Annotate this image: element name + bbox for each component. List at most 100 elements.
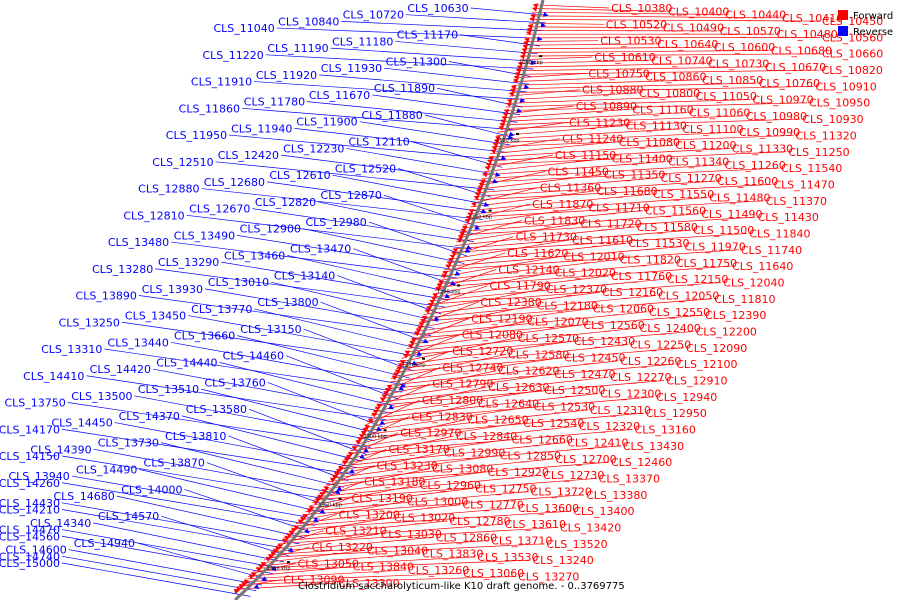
forward-gene-glyph xyxy=(402,353,409,359)
reverse-leader-line xyxy=(206,462,330,507)
forward-gene-glyph xyxy=(398,363,404,368)
forward-gene-label: CLS_10480 xyxy=(776,28,837,41)
forward-gene-glyph xyxy=(424,309,431,314)
forward-gene-label: CLS_12840 xyxy=(456,430,517,443)
reverse-gene-label: CLS_13890 xyxy=(76,290,137,303)
forward-gene-glyph xyxy=(464,218,471,224)
forward-gene-glyph xyxy=(381,394,388,399)
reverse-gene-label: CLS_13490 xyxy=(174,229,235,242)
forward-leader-line xyxy=(476,177,659,194)
forward-leader-line xyxy=(522,46,712,50)
kbp-tick-label: 1100 kbp xyxy=(496,138,520,144)
forward-gene-glyph xyxy=(432,293,438,298)
forward-gene-glyph xyxy=(519,54,526,60)
forward-gene-glyph xyxy=(438,280,444,286)
forward-leader-line xyxy=(517,63,707,68)
forward-gene-label: CLS_11100 xyxy=(682,123,743,136)
forward-gene-label: CLS_13160 xyxy=(635,423,696,436)
reverse-gene-label: CLS_11170 xyxy=(397,29,458,42)
forward-leader-line xyxy=(380,373,553,400)
forward-gene-label: CLS_12320 xyxy=(579,420,640,433)
reverse-gene-glyph xyxy=(481,208,487,214)
forward-gene-label: CLS_11430 xyxy=(758,211,819,224)
reverse-leader-line xyxy=(383,194,480,228)
kbp-ticks: 1050 kbp 1100 kbp 1150 kbp 1200 kbp 1250 kbp… xyxy=(267,55,543,572)
forward-gene-glyph xyxy=(418,322,425,327)
forward-gene-label: CLS_13420 xyxy=(560,521,621,534)
forward-leader-line xyxy=(314,478,597,501)
forward-leader-line xyxy=(433,272,553,295)
forward-gene-glyph xyxy=(300,516,306,522)
forward-gene-label: CLS_12570 xyxy=(518,332,579,345)
reverse-leader-line xyxy=(319,74,528,93)
forward-leader-line xyxy=(514,72,587,79)
reverse-leader-line xyxy=(160,442,344,488)
forward-leader-line xyxy=(420,298,713,322)
forward-leader-line xyxy=(237,579,282,588)
forward-gene-label: CLS_13210 xyxy=(325,525,386,538)
kbp-tick-label: 1400 kbp xyxy=(267,566,291,572)
forward-gene-label: CLS_13370 xyxy=(599,472,660,485)
forward-gene-label: CLS_12460 xyxy=(611,456,672,469)
forward-leader-line xyxy=(323,465,375,489)
forward-leader-line xyxy=(399,337,516,363)
forward-gene-label: CLS_10750 xyxy=(588,67,649,80)
forward-leader-line xyxy=(447,242,627,264)
reverse-gene-label: CLS_13460 xyxy=(224,249,285,262)
reverse-gene-label: CLS_10630 xyxy=(407,2,468,15)
forward-gene-glyph xyxy=(371,412,377,418)
forward-gene-glyph xyxy=(379,397,386,403)
forward-gene-label: CLS_11050 xyxy=(696,90,757,103)
forward-gene-label: CLS_11550 xyxy=(653,188,714,201)
forward-gene-label: CLS_11480 xyxy=(709,191,770,204)
forward-leader-line xyxy=(261,549,365,564)
forward-leader-line xyxy=(278,527,559,544)
reverse-leader-line xyxy=(116,495,305,539)
forward-gene-label: CLS_13170 xyxy=(389,443,450,456)
forward-gene-label: CLS_12730 xyxy=(543,469,604,482)
forward-leader-line xyxy=(473,184,772,201)
reverse-leader-line xyxy=(359,121,511,146)
forward-gene-glyph xyxy=(251,571,257,577)
forward-gene-label: CLS_13090 xyxy=(283,574,344,587)
reverse-gene-glyph xyxy=(261,576,267,582)
forward-leader-line xyxy=(286,517,393,536)
forward-leader-line xyxy=(511,82,757,90)
forward-gene-glyph xyxy=(367,418,374,424)
reverse-leader-line xyxy=(188,315,421,358)
forward-gene-label: CLS_11620 xyxy=(507,247,568,260)
forward-gene-label: CLS_12660 xyxy=(512,433,573,446)
forward-gene-label: CLS_10980 xyxy=(746,110,807,123)
forward-leader-line xyxy=(330,455,498,479)
reverse-gene-glyph xyxy=(336,486,343,492)
reverse-leader-line xyxy=(276,27,542,39)
forward-gene-label: CLS_10850 xyxy=(702,74,763,87)
forward-leader-line xyxy=(345,432,399,458)
forward-gene-glyph xyxy=(445,264,451,269)
reverse-gene-label: CLS_14460 xyxy=(223,350,284,363)
forward-gene-label: CLS_11870 xyxy=(532,198,593,211)
forward-gene-glyph xyxy=(396,366,403,371)
reverse-leader-line xyxy=(219,362,395,407)
forward-gene-glyph xyxy=(393,372,399,378)
forward-leader-line xyxy=(347,429,633,455)
forward-gene-label: CLS_11250 xyxy=(788,146,849,159)
forward-gene-label: CLS_12070 xyxy=(527,316,588,329)
forward-leader-line xyxy=(477,174,603,190)
reverse-leader-line xyxy=(61,455,335,501)
reverse-leader-line xyxy=(248,408,367,455)
reverse-gene-label: CLS_11920 xyxy=(256,69,317,82)
forward-leader-line xyxy=(396,344,628,370)
reverse-leader-line xyxy=(398,168,492,198)
legend-forward-label: Forward xyxy=(853,11,893,22)
forward-leader-line xyxy=(351,422,522,448)
forward-gene-glyph xyxy=(446,261,453,266)
forward-leader-line xyxy=(361,406,532,433)
forward-gene-glyph xyxy=(461,225,468,231)
forward-leader-line xyxy=(492,135,794,147)
forward-gene-label: CLS_12180 xyxy=(537,299,598,312)
forward-gene-label: CLS_11160 xyxy=(632,103,693,116)
reverse-leader-line xyxy=(395,41,538,55)
forward-leader-line xyxy=(486,151,787,165)
forward-gene-glyph xyxy=(319,491,325,497)
